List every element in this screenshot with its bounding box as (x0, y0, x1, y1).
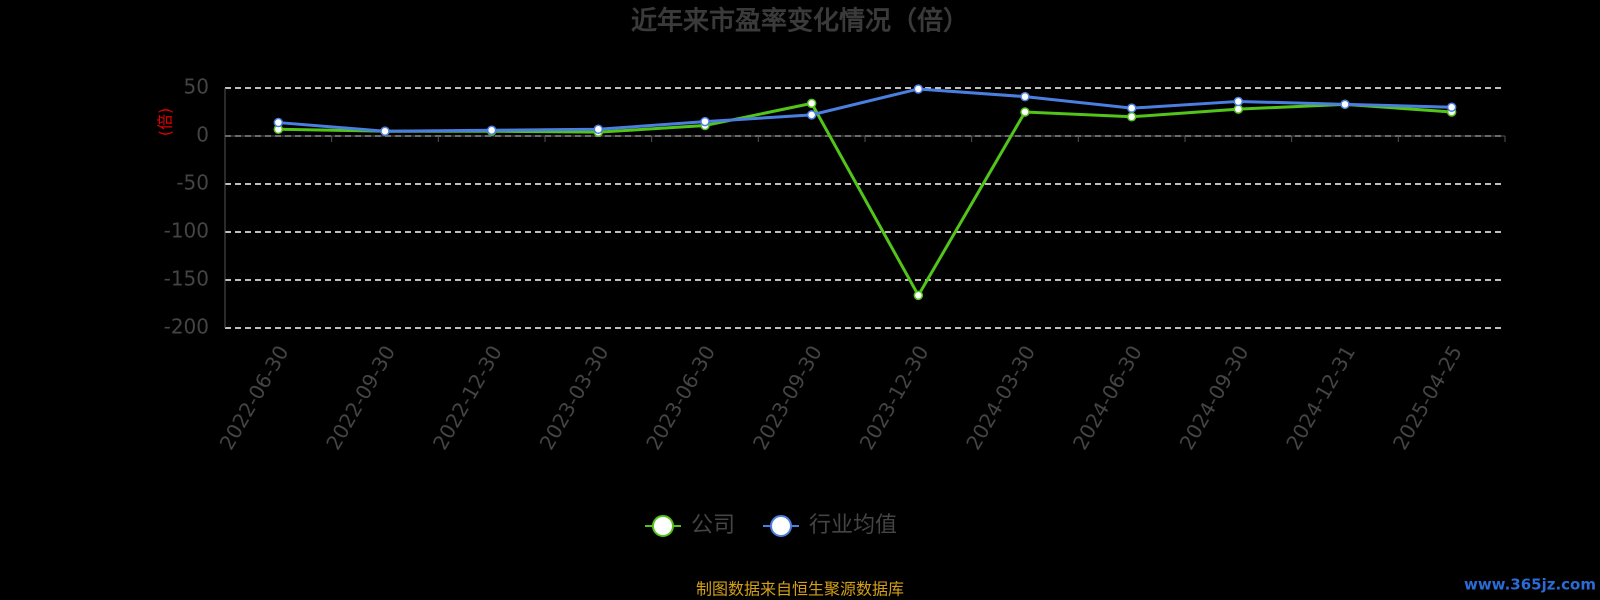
point (1340, 99, 1350, 110)
y-tick-label: -100 (164, 219, 209, 243)
x-tick-label: 2022-09-30 (321, 341, 400, 454)
x-tick-label: 2025-04-25 (1388, 341, 1467, 454)
x-tick-label: 2023-03-30 (535, 341, 614, 454)
point (1233, 96, 1244, 107)
point (1233, 104, 1244, 114)
x-tick-label: 2022-12-30 (428, 341, 507, 454)
y-axis-label: (倍) (156, 108, 175, 137)
watermark: www.365jz.com (1464, 576, 1596, 594)
source-note: 制图数据来自恒生聚源数据库 (696, 580, 904, 599)
x-tick-label: 2023-12-30 (855, 341, 934, 454)
legend-label: 行业均值 (809, 513, 897, 538)
y-tick-label: -50 (176, 171, 209, 195)
line-series (278, 87, 1452, 133)
y-tick-label: 0 (196, 123, 209, 147)
point (1020, 107, 1030, 117)
x-tick-label: 2023-09-30 (748, 341, 827, 454)
x-tick-label: 2024-06-30 (1068, 341, 1147, 454)
point (1126, 112, 1137, 122)
x-tick-label: 2024-09-30 (1175, 341, 1254, 454)
point (913, 84, 924, 94)
legend-marker (652, 515, 674, 537)
point (806, 98, 817, 109)
point (700, 116, 710, 127)
x-tick-label: 2022-06-30 (215, 341, 294, 454)
y-tick-label: 50 (184, 75, 209, 99)
x-tick-label: 2024-12-31 (1281, 341, 1360, 454)
point (1020, 91, 1030, 102)
y-tick-label: -150 (164, 267, 209, 291)
x-tick-label: 2024-03-30 (961, 341, 1040, 454)
point (593, 124, 604, 135)
point (1126, 103, 1137, 113)
point (913, 290, 924, 301)
chart-title: 近年来市盈率变化情况（倍） (631, 6, 969, 37)
x-tick-label: 2023-06-30 (641, 341, 720, 454)
point (1446, 102, 1457, 112)
point (486, 125, 497, 135)
point (273, 117, 284, 128)
point (806, 110, 817, 120)
point (380, 126, 390, 136)
legend-marker (770, 515, 792, 537)
y-tick-label: -200 (164, 315, 209, 339)
legend-label: 公司 (691, 513, 735, 538)
line-series (278, 101, 1452, 299)
